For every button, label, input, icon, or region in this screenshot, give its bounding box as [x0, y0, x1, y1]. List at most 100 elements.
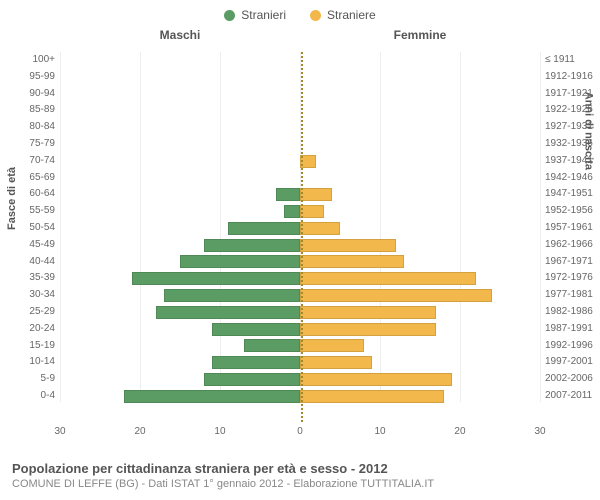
- age-label: 5-9: [0, 371, 55, 388]
- pyramid-row: [60, 237, 540, 254]
- pyramid-row: [60, 170, 540, 187]
- x-axis: 3020100102030: [60, 426, 540, 446]
- bar-male: [204, 373, 300, 386]
- x-tick: 20: [134, 426, 145, 437]
- bar-female: [300, 272, 476, 285]
- pyramid-row: [60, 321, 540, 338]
- birth-label: 1912-1916: [545, 69, 600, 86]
- pyramid-row: [60, 186, 540, 203]
- pyramid-row: [60, 371, 540, 388]
- chart-container: Stranieri Straniere Maschi Femmine Fasce…: [0, 0, 600, 500]
- legend-label: Straniere: [327, 8, 376, 22]
- circle-icon: [310, 10, 321, 21]
- birth-label: 1967-1971: [545, 254, 600, 271]
- legend-item-male: Stranieri: [224, 8, 286, 22]
- legend-item-female: Straniere: [310, 8, 376, 22]
- age-label: 15-19: [0, 338, 55, 355]
- bar-male: [164, 289, 300, 302]
- x-tick: 0: [297, 426, 303, 437]
- bar-male: [180, 255, 300, 268]
- age-label: 60-64: [0, 186, 55, 203]
- bar-female: [300, 289, 492, 302]
- birth-label: 1957-1961: [545, 220, 600, 237]
- age-label: 85-89: [0, 102, 55, 119]
- bar-male: [212, 323, 300, 336]
- age-label: 75-79: [0, 136, 55, 153]
- circle-icon: [224, 10, 235, 21]
- birth-label: 1932-1936: [545, 136, 600, 153]
- bar-male: [132, 272, 300, 285]
- x-tick: 30: [534, 426, 545, 437]
- bar-female: [300, 188, 332, 201]
- y-labels-birth: ≤ 19111912-19161917-19211922-19261927-19…: [545, 52, 600, 405]
- column-titles: Maschi Femmine: [0, 28, 600, 42]
- pyramid-row: [60, 102, 540, 119]
- chart-title: Popolazione per cittadinanza straniera p…: [12, 461, 588, 476]
- bar-female: [300, 222, 340, 235]
- pyramid-row: [60, 136, 540, 153]
- bar-male: [124, 390, 300, 403]
- birth-label: 2002-2006: [545, 371, 600, 388]
- x-tick: 30: [54, 426, 65, 437]
- bar-male: [276, 188, 300, 201]
- pyramid-row: [60, 69, 540, 86]
- grid-line: [540, 52, 541, 402]
- age-label: 20-24: [0, 321, 55, 338]
- pyramid-plot: [60, 52, 540, 422]
- legend: Stranieri Straniere: [0, 0, 600, 26]
- bar-female: [300, 323, 436, 336]
- age-label: 25-29: [0, 304, 55, 321]
- age-label: 100+: [0, 52, 55, 69]
- pyramid-row: [60, 203, 540, 220]
- bar-female: [300, 373, 452, 386]
- age-label: 70-74: [0, 153, 55, 170]
- y-labels-age: 100+95-9990-9485-8980-8475-7970-7465-696…: [0, 52, 55, 405]
- age-label: 0-4: [0, 388, 55, 405]
- chart-footer: Popolazione per cittadinanza straniera p…: [12, 461, 588, 490]
- bar-female: [300, 239, 396, 252]
- bar-male: [228, 222, 300, 235]
- pyramid-row: [60, 354, 540, 371]
- bar-female: [300, 155, 316, 168]
- birth-label: ≤ 1911: [545, 52, 600, 69]
- pyramid-row: [60, 287, 540, 304]
- pyramid-row: [60, 338, 540, 355]
- birth-label: 1947-1951: [545, 186, 600, 203]
- pyramid-row: [60, 388, 540, 405]
- pyramid-row: [60, 304, 540, 321]
- chart-subtitle: COMUNE DI LEFFE (BG) - Dati ISTAT 1° gen…: [12, 478, 588, 490]
- pyramid-row: [60, 86, 540, 103]
- x-tick: 20: [454, 426, 465, 437]
- bar-female: [300, 390, 444, 403]
- bar-female: [300, 205, 324, 218]
- age-label: 90-94: [0, 86, 55, 103]
- bar-male: [212, 356, 300, 369]
- age-label: 35-39: [0, 270, 55, 287]
- age-label: 40-44: [0, 254, 55, 271]
- bar-female: [300, 339, 364, 352]
- x-tick: 10: [214, 426, 225, 437]
- birth-label: 1937-1941: [545, 153, 600, 170]
- age-label: 30-34: [0, 287, 55, 304]
- bar-male: [204, 239, 300, 252]
- birth-label: 1922-1926: [545, 102, 600, 119]
- pyramid-row: [60, 254, 540, 271]
- bar-female: [300, 306, 436, 319]
- age-label: 45-49: [0, 237, 55, 254]
- age-label: 65-69: [0, 170, 55, 187]
- birth-label: 1987-1991: [545, 321, 600, 338]
- bar-male: [284, 205, 300, 218]
- birth-label: 1992-1996: [545, 338, 600, 355]
- age-label: 80-84: [0, 119, 55, 136]
- birth-label: 1977-1981: [545, 287, 600, 304]
- birth-label: 1962-1966: [545, 237, 600, 254]
- bar-male: [244, 339, 300, 352]
- age-label: 50-54: [0, 220, 55, 237]
- birth-label: 1952-1956: [545, 203, 600, 220]
- pyramid-row: [60, 52, 540, 69]
- birth-label: 1927-1931: [545, 119, 600, 136]
- column-title-right: Femmine: [300, 28, 540, 42]
- legend-label: Stranieri: [241, 8, 286, 22]
- x-tick: 10: [374, 426, 385, 437]
- pyramid-row: [60, 220, 540, 237]
